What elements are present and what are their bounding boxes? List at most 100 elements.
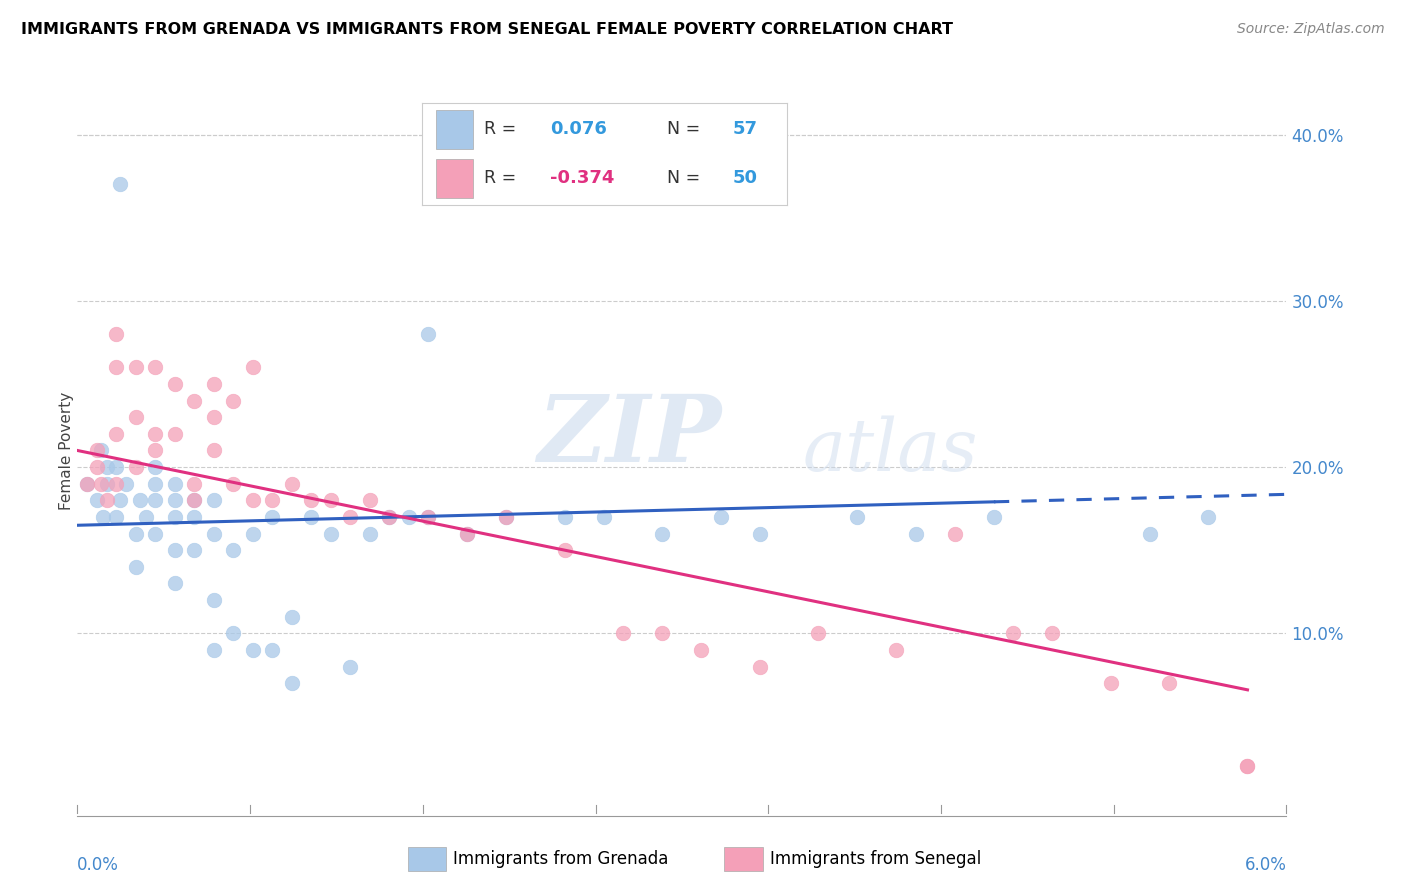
Text: ZIP: ZIP — [537, 391, 721, 481]
Point — [86, 493, 108, 508]
Point — [495, 510, 517, 524]
Point — [1002, 626, 1025, 640]
Text: N =: N = — [666, 120, 706, 138]
Point — [262, 643, 284, 657]
Point — [1139, 526, 1161, 541]
Point — [359, 493, 381, 508]
Point — [651, 526, 673, 541]
Point — [1042, 626, 1064, 640]
Point — [125, 460, 148, 475]
Point — [105, 476, 128, 491]
Point — [183, 543, 205, 558]
Point — [183, 510, 205, 524]
Point — [378, 510, 401, 524]
Point — [76, 476, 98, 491]
Point — [105, 360, 128, 375]
Point — [495, 510, 517, 524]
Point — [554, 510, 576, 524]
Point — [1236, 759, 1258, 773]
Point — [398, 510, 420, 524]
Point — [886, 643, 908, 657]
Point — [76, 476, 98, 491]
Point — [710, 510, 733, 524]
Point — [135, 510, 157, 524]
Point — [943, 526, 966, 541]
Point — [163, 493, 186, 508]
Point — [846, 510, 869, 524]
Point — [115, 476, 138, 491]
Bar — [436, 110, 472, 149]
Text: atlas: atlas — [803, 415, 979, 486]
Text: Immigrants from Senegal: Immigrants from Senegal — [770, 850, 981, 868]
Point — [110, 178, 132, 192]
Point — [222, 543, 245, 558]
Point — [456, 526, 478, 541]
Point — [183, 493, 205, 508]
Point — [90, 476, 112, 491]
Bar — [408, 847, 447, 871]
Point — [143, 443, 166, 458]
Text: -0.374: -0.374 — [550, 169, 614, 187]
Text: Immigrants from Grenada: Immigrants from Grenada — [453, 850, 669, 868]
Point — [128, 493, 150, 508]
Point — [143, 460, 166, 475]
Point — [748, 526, 770, 541]
Point — [183, 493, 205, 508]
Point — [339, 659, 361, 673]
Point — [202, 593, 225, 607]
Point — [202, 376, 225, 391]
Point — [748, 659, 770, 673]
Point — [807, 626, 830, 640]
Point — [242, 643, 264, 657]
Point — [143, 476, 166, 491]
Point — [319, 493, 342, 508]
Point — [105, 426, 128, 441]
Point — [163, 510, 186, 524]
Point — [242, 493, 264, 508]
Point — [202, 493, 225, 508]
Point — [281, 476, 304, 491]
Point — [202, 526, 225, 541]
Point — [96, 460, 118, 475]
Text: IMMIGRANTS FROM GRENADA VS IMMIGRANTS FROM SENEGAL FEMALE POVERTY CORRELATION CH: IMMIGRANTS FROM GRENADA VS IMMIGRANTS FR… — [21, 22, 953, 37]
Point — [299, 510, 322, 524]
Point — [143, 360, 166, 375]
Point — [418, 510, 440, 524]
Point — [690, 643, 713, 657]
Text: N =: N = — [666, 169, 706, 187]
Point — [202, 643, 225, 657]
Point — [378, 510, 401, 524]
Point — [262, 493, 284, 508]
Point — [1236, 759, 1258, 773]
Text: Source: ZipAtlas.com: Source: ZipAtlas.com — [1237, 22, 1385, 37]
Point — [242, 526, 264, 541]
Point — [1159, 676, 1181, 690]
Point — [418, 327, 440, 342]
Text: 57: 57 — [733, 120, 758, 138]
Point — [222, 626, 245, 640]
Point — [456, 526, 478, 541]
Point — [163, 576, 186, 591]
Text: 0.076: 0.076 — [550, 120, 606, 138]
Point — [1099, 676, 1122, 690]
Point — [96, 493, 118, 508]
Point — [163, 543, 186, 558]
Point — [281, 609, 304, 624]
Point — [904, 526, 927, 541]
Bar — [724, 847, 763, 871]
Point — [319, 526, 342, 541]
Point — [125, 360, 148, 375]
Text: R =: R = — [484, 120, 522, 138]
Point — [202, 443, 225, 458]
Point — [163, 376, 186, 391]
Point — [125, 526, 148, 541]
Point — [612, 626, 634, 640]
Point — [110, 493, 132, 508]
Point — [983, 510, 1005, 524]
Point — [262, 510, 284, 524]
Y-axis label: Female Poverty: Female Poverty — [59, 392, 73, 509]
Point — [359, 526, 381, 541]
Point — [281, 676, 304, 690]
Point — [90, 443, 112, 458]
Point — [105, 510, 128, 524]
